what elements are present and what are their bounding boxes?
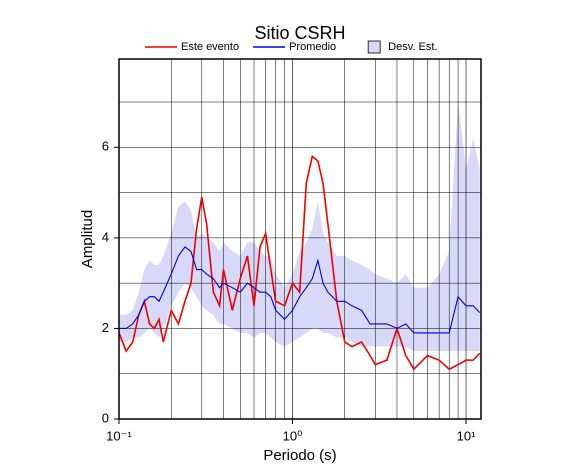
x-tick-label: 10¹ — [457, 428, 476, 443]
plot-frame — [118, 58, 482, 420]
legend-label: Promedio — [289, 41, 336, 53]
chart-title: Sitio CSRH — [254, 23, 345, 43]
legend-item: Promedio — [253, 41, 336, 53]
y-tick-label: 4 — [102, 229, 109, 244]
y-tick-label: 6 — [102, 139, 109, 154]
series-line — [119, 246, 481, 334]
std-band — [119, 102, 480, 352]
y-axis-label: Amplitud — [79, 210, 96, 268]
x-axis-label: Periodo (s) — [263, 447, 336, 464]
y-tick-label: 0 — [102, 410, 109, 425]
y-tick-label: 2 — [102, 320, 109, 335]
series-line — [118, 154, 481, 371]
x-tick-label: 10⁻¹ — [106, 428, 132, 443]
legend-item: Desv. Est. — [367, 40, 437, 54]
x-tick-label: 10⁰ — [283, 428, 303, 443]
legend-label: Desv. Est. — [388, 41, 437, 53]
legend-label: Este evento — [181, 41, 239, 53]
legend-item: Este evento — [145, 41, 239, 53]
legend-swatch — [367, 40, 381, 54]
